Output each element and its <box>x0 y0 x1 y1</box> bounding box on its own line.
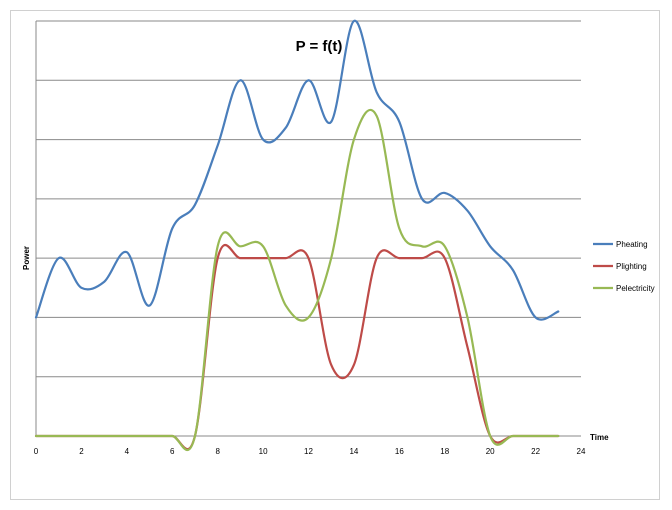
chart-title: P = f(t) <box>296 38 343 55</box>
x-tick-label: 24 <box>577 447 586 456</box>
x-tick-label: 2 <box>79 447 84 456</box>
x-tick-label: 18 <box>440 447 449 456</box>
x-tick-label: 12 <box>304 447 313 456</box>
x-tick-label: 4 <box>125 447 130 456</box>
series-layer <box>34 19 560 452</box>
series-line-plighting <box>34 243 560 451</box>
legend: Pheating Plighting Pelectricity <box>593 240 655 293</box>
x-axis-label: Time <box>590 433 609 442</box>
x-tick-label: 22 <box>531 447 540 456</box>
x-tick-label: 16 <box>395 447 404 456</box>
series-line-pheating <box>34 19 560 321</box>
y-axis-label: Power <box>22 246 31 270</box>
series-line-pelectricity <box>34 108 560 452</box>
chart-frame: 0 2 4 6 8 10 12 14 16 18 20 22 24 P = f(t) Time Powe… <box>10 10 660 500</box>
legend-label-pheating: Pheating <box>616 240 648 249</box>
legend-label-pelectricity: Pelectricity <box>616 284 655 293</box>
x-tick-label: 0 <box>34 447 39 456</box>
x-tick-label: 6 <box>170 447 175 456</box>
x-tick-label: 10 <box>259 447 268 456</box>
x-tick-label: 14 <box>349 447 358 456</box>
axes <box>35 21 581 437</box>
x-tick-label: 20 <box>486 447 495 456</box>
legend-label-plighting: Plighting <box>616 262 647 271</box>
gridlines <box>36 20 581 378</box>
x-tick-label: 8 <box>215 447 220 456</box>
x-tick-labels: 0 2 4 6 8 10 12 14 16 18 20 22 24 <box>34 447 586 456</box>
chart: 0 2 4 6 8 10 12 14 16 18 20 22 24 P = f(t) Time Powe… <box>22 19 655 456</box>
